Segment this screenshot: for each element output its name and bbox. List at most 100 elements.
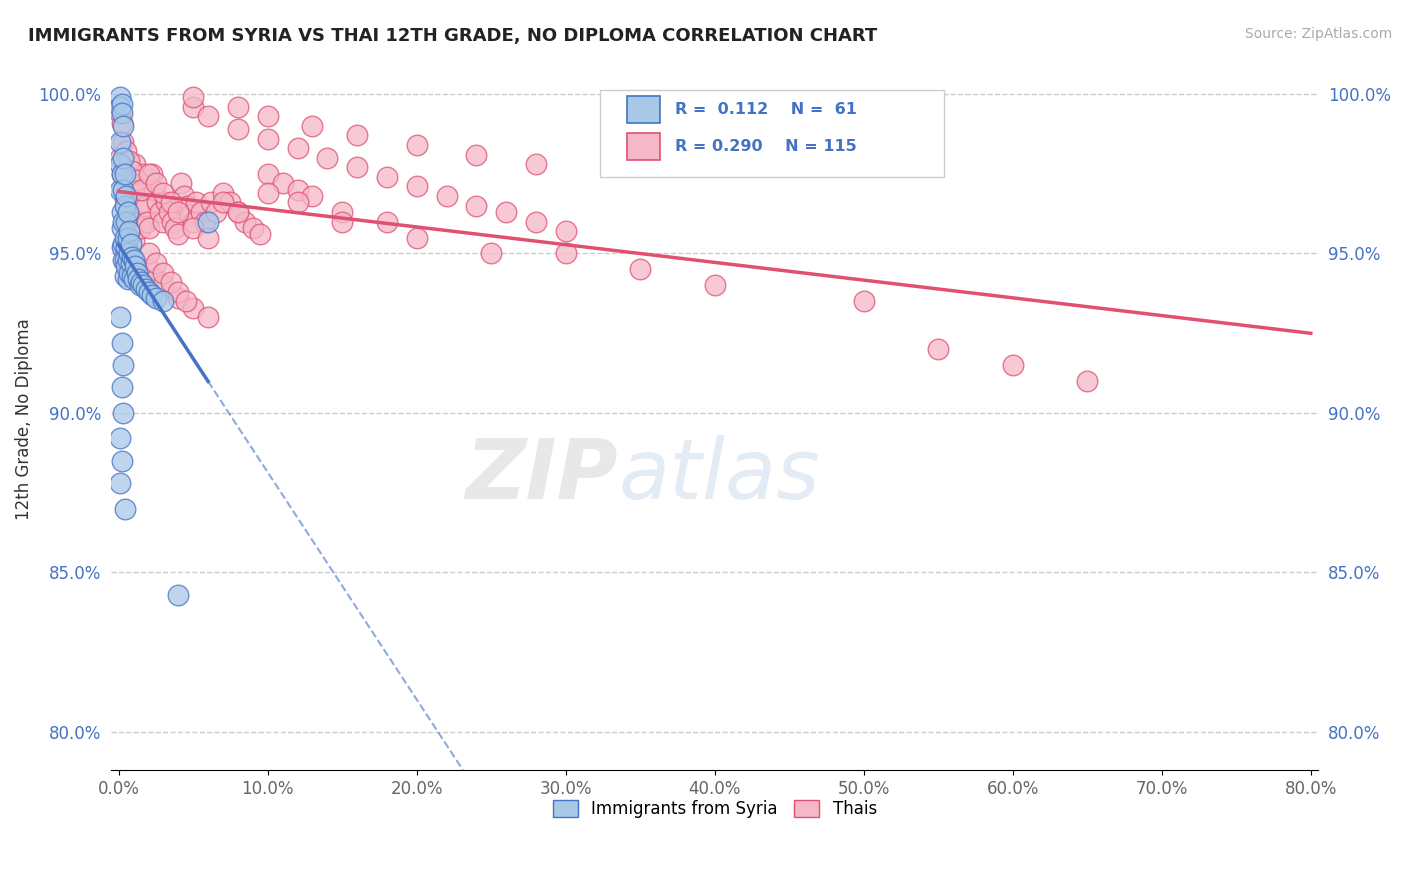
Point: [287, 195, 309, 210]
Text: ZIP: ZIP: [465, 435, 619, 516]
Point: [138, 167, 160, 181]
Point: [152, 266, 174, 280]
Point: [554, 246, 576, 260]
Point: [135, 199, 157, 213]
Point: [129, 221, 152, 235]
Point: [117, 205, 139, 219]
Point: [114, 252, 136, 267]
Point: [114, 230, 136, 244]
Point: [111, 240, 134, 254]
Point: [160, 195, 183, 210]
Point: [110, 135, 132, 149]
Point: [346, 161, 368, 175]
Point: [375, 214, 398, 228]
Point: [146, 195, 169, 210]
Point: [235, 214, 257, 228]
Point: [110, 183, 132, 197]
Point: [125, 266, 148, 280]
Point: [118, 214, 141, 228]
Point: [167, 291, 190, 305]
Point: [110, 310, 132, 325]
Point: [118, 246, 141, 260]
Point: [110, 157, 132, 171]
Point: [117, 252, 139, 267]
Point: [111, 221, 134, 235]
Point: [121, 227, 143, 242]
Point: [346, 128, 368, 143]
Point: [181, 221, 204, 235]
Point: [301, 189, 323, 203]
Point: [167, 227, 190, 242]
Point: [118, 224, 141, 238]
Point: [165, 221, 187, 235]
Point: [524, 214, 547, 228]
Point: [120, 221, 142, 235]
Point: [204, 205, 226, 219]
Point: [197, 214, 219, 228]
Point: [121, 268, 143, 283]
Bar: [627, 133, 661, 160]
Point: [167, 205, 190, 219]
Point: [111, 116, 134, 130]
Point: [256, 109, 278, 123]
Point: [112, 406, 135, 420]
Point: [167, 588, 190, 602]
Point: [114, 192, 136, 206]
Point: [111, 106, 134, 120]
Point: [141, 167, 163, 181]
Point: [160, 275, 183, 289]
Point: [131, 278, 153, 293]
Point: [129, 183, 152, 197]
Point: [495, 205, 517, 219]
Point: [167, 285, 190, 299]
Point: [114, 199, 136, 213]
Point: [465, 147, 488, 161]
Point: [138, 246, 160, 260]
Point: [256, 167, 278, 181]
Point: [1076, 374, 1098, 388]
Point: [111, 380, 134, 394]
Text: Source: ZipAtlas.com: Source: ZipAtlas.com: [1244, 27, 1392, 41]
Point: [226, 205, 249, 219]
Point: [179, 208, 201, 222]
Point: [111, 167, 134, 181]
Point: [479, 246, 502, 260]
Point: [112, 151, 135, 165]
Point: [112, 252, 135, 267]
Point: [703, 278, 725, 293]
Point: [110, 151, 132, 165]
Point: [115, 240, 138, 254]
Text: atlas: atlas: [619, 435, 820, 516]
Point: [110, 100, 132, 114]
Point: [200, 195, 222, 210]
Point: [122, 234, 145, 248]
Point: [121, 250, 143, 264]
Point: [170, 177, 193, 191]
Point: [465, 199, 488, 213]
Point: [131, 167, 153, 181]
Point: [287, 183, 309, 197]
Point: [181, 100, 204, 114]
Point: [117, 205, 139, 219]
Point: [122, 252, 145, 267]
Point: [112, 236, 135, 251]
Point: [316, 151, 339, 165]
Point: [115, 189, 138, 203]
Point: [112, 358, 135, 372]
Point: [132, 183, 155, 197]
Point: [110, 106, 132, 120]
Point: [524, 157, 547, 171]
Point: [128, 278, 150, 293]
FancyBboxPatch shape: [600, 89, 943, 178]
Point: [212, 195, 235, 210]
Point: [110, 431, 132, 445]
Point: [138, 285, 160, 299]
Point: [375, 169, 398, 184]
Point: [1001, 358, 1024, 372]
Point: [110, 476, 132, 491]
Point: [405, 179, 427, 194]
Point: [256, 186, 278, 200]
Point: [249, 227, 271, 242]
Point: [330, 205, 353, 219]
Point: [145, 272, 167, 286]
